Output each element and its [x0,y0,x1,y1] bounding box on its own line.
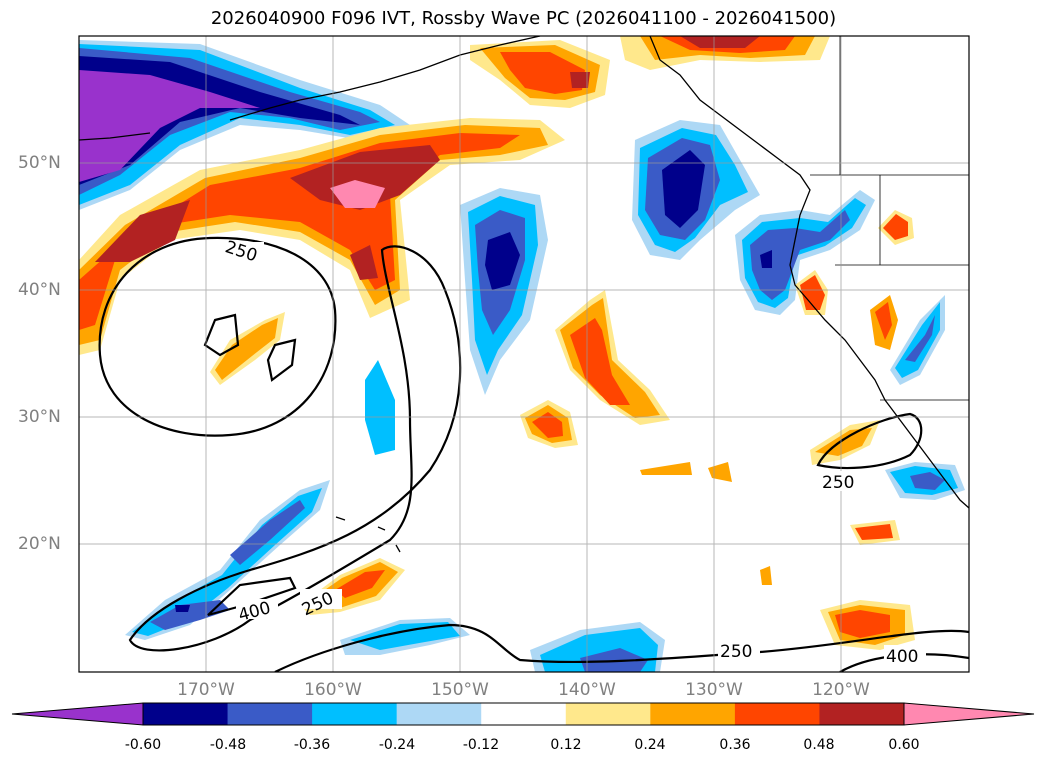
colorbar-cell [650,703,736,725]
colorbar-cell [312,703,398,725]
negative-anomaly-northwest [79,40,410,210]
colorbar-label: 0.12 [550,737,582,753]
contour-label: 250 [720,642,752,662]
colorbar-label: -0.36 [293,737,331,753]
contour-labels: 250 400 250 250 250 400 [222,237,926,667]
colorbar-label: -0.60 [124,737,162,753]
map-title: 2026040900 F096 IVT, Rossby Wave PC (202… [210,8,837,29]
political-borders [810,36,969,401]
lat-label: 20°N [18,534,61,554]
coastlines [79,36,969,553]
colorbar-cell [143,703,229,725]
positive-anomaly-central [210,290,670,448]
map-frame [78,35,970,673]
colorbar-label: -0.12 [462,737,500,753]
colorbar-label: 0.24 [634,737,666,753]
contour-250-southern [274,623,969,672]
lon-label: 120°W [812,680,870,700]
contour-250-east [816,412,923,470]
colorbar-cells [12,703,1034,725]
coastline-hawaii [335,516,401,553]
lon-label: 140°W [558,680,616,700]
lon-label: 130°W [685,680,743,700]
colorbar-label: -0.48 [209,737,247,753]
negative-anomaly-central [365,120,760,455]
positive-anomaly-north [470,36,830,108]
positive-anomaly-jet [79,118,565,355]
colorbar-cell [819,703,905,725]
colorbar-label: 0.60 [888,737,920,753]
lon-label: 150°W [431,680,489,700]
lat-label: 50°N [18,153,61,173]
colorbar-cell [565,703,651,725]
colorbar-label: 0.36 [719,737,751,753]
coastline-aleutians [229,36,541,121]
colorbar-cell [904,703,1034,725]
lon-label: 170°W [177,680,235,700]
colorbar-frame [142,702,905,726]
contour-inner-1 [203,313,240,357]
lat-label: 30°N [18,407,61,427]
colorbar-cell [227,703,313,725]
colorbar-cell [12,703,143,725]
colorbar-cell [396,703,482,725]
anomaly-west-coast [735,190,965,650]
contour-label: 400 [886,647,918,667]
contour-low-center [98,236,337,437]
contour-label: 250 [822,473,854,493]
coastline-north-america [649,36,969,509]
colorbar-label: -0.24 [378,737,416,753]
gridlines [79,36,969,672]
colorbar-label: 0.48 [803,737,835,753]
lon-label: 160°W [304,680,362,700]
lat-label: 40°N [18,280,61,300]
colorbar-cell [734,703,820,725]
colorbar-cell [481,703,567,725]
contour-inner-2 [266,338,297,382]
coastline-west [79,132,151,141]
